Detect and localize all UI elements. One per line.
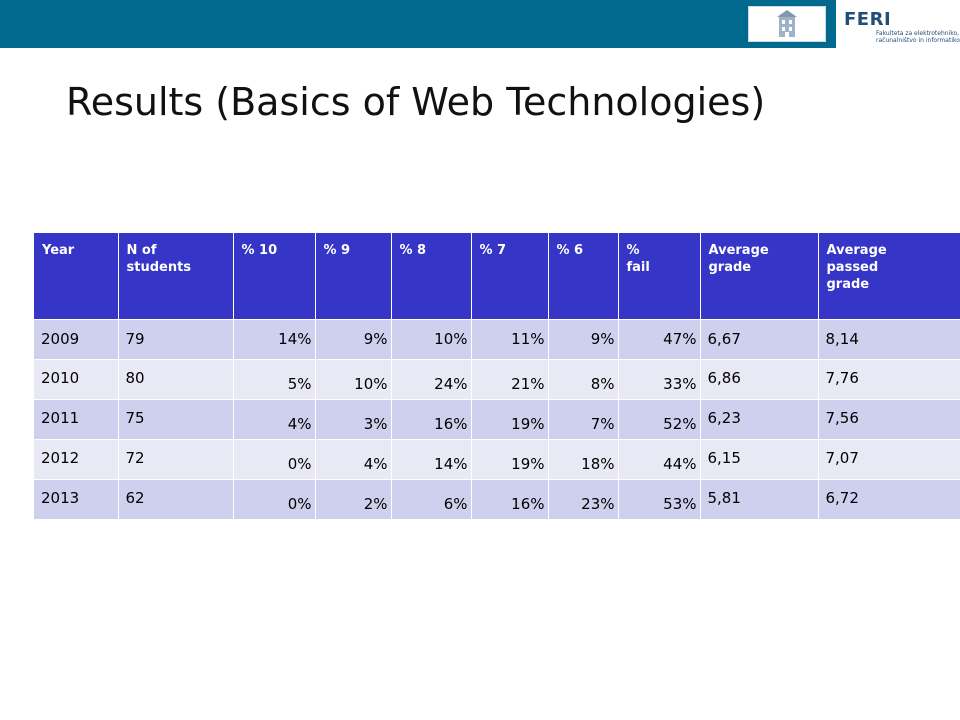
column-header-pct-10: % 10 (233, 233, 316, 319)
cell-pct-6: 23% (548, 478, 619, 519)
cell-pct-fail: 53% (618, 478, 701, 519)
cell-year: 2010 (34, 358, 119, 399)
table-row: 2009 79 14% 9% 10% 11% 9% 47% 6,67 8,14 (34, 318, 960, 359)
column-header-pct-7: % 7 (471, 233, 549, 319)
cell-pct-10: 0% (233, 478, 316, 519)
cell-average-grade: 6,67 (700, 318, 819, 359)
cell-average-passed-grade: 6,72 (818, 478, 960, 519)
cell-average-passed-grade: 7,56 (818, 398, 960, 439)
cell-pct-8: 10% (391, 318, 472, 359)
results-table: Year N of students % 10 % 9 % 8 % 7 % 6 … (34, 233, 960, 519)
cell-average-grade: 6,86 (700, 358, 819, 399)
cell-pct-9: 3% (315, 398, 392, 439)
feri-logo-subtitle: Fakulteta za elektrotehniko, računalništ… (876, 30, 960, 44)
column-header-pct-9: % 9 (315, 233, 392, 319)
cell-pct-8: 6% (391, 478, 472, 519)
cell-average-grade: 6,15 (700, 438, 819, 479)
cell-n-students: 80 (118, 358, 234, 399)
cell-pct-8: 16% (391, 398, 472, 439)
column-header-pct-6: % 6 (548, 233, 619, 319)
cell-pct-7: 19% (471, 438, 549, 479)
cell-pct-9: 2% (315, 478, 392, 519)
cell-n-students: 72 (118, 438, 234, 479)
cell-pct-fail: 52% (618, 398, 701, 439)
cell-pct-10: 0% (233, 438, 316, 479)
cell-year: 2012 (34, 438, 119, 479)
cell-n-students: 62 (118, 478, 234, 519)
building-logo-icon (748, 6, 826, 42)
cell-pct-7: 16% (471, 478, 549, 519)
column-header-year: Year (34, 233, 119, 319)
cell-pct-10: 4% (233, 398, 316, 439)
cell-pct-7: 11% (471, 318, 549, 359)
cell-n-students: 75 (118, 398, 234, 439)
cell-pct-6: 18% (548, 438, 619, 479)
cell-average-grade: 5,81 (700, 478, 819, 519)
cell-n-students: 79 (118, 318, 234, 359)
table-header-row: Year N of students % 10 % 9 % 8 % 7 % 6 … (34, 233, 960, 319)
column-header-pct-fail: % fail (618, 233, 701, 319)
cell-average-grade: 6,23 (700, 398, 819, 439)
cell-year: 2011 (34, 398, 119, 439)
cell-year: 2013 (34, 478, 119, 519)
cell-pct-7: 21% (471, 358, 549, 399)
feri-logo: FERI Fakulteta za elektrotehniko, računa… (836, 0, 960, 48)
cell-year: 2009 (34, 318, 119, 359)
cell-pct-6: 9% (548, 318, 619, 359)
feri-logo-text: FERI (844, 9, 892, 30)
column-header-average-grade: Average grade (700, 233, 819, 319)
cell-pct-fail: 47% (618, 318, 701, 359)
cell-pct-6: 7% (548, 398, 619, 439)
table-row: 2011 75 4% 3% 16% 19% 7% 52% 6,23 7,56 (34, 398, 960, 439)
column-header-average-passed-grade: Average passed grade (818, 233, 960, 319)
table-row: 2010 80 5% 10% 24% 21% 8% 33% 6,86 7,76 (34, 358, 960, 399)
column-header-n-students: N of students (118, 233, 234, 319)
table-row: 2012 72 0% 4% 14% 19% 18% 44% 6,15 7,07 (34, 438, 960, 479)
building-icon (777, 10, 797, 37)
cell-pct-8: 24% (391, 358, 472, 399)
cell-average-passed-grade: 8,14 (818, 318, 960, 359)
cell-pct-7: 19% (471, 398, 549, 439)
column-header-pct-8: % 8 (391, 233, 472, 319)
cell-pct-9: 4% (315, 438, 392, 479)
cell-pct-8: 14% (391, 438, 472, 479)
cell-pct-10: 14% (233, 318, 316, 359)
page-title: Results (Basics of Web Technologies) (66, 80, 766, 124)
cell-average-passed-grade: 7,76 (818, 358, 960, 399)
cell-pct-6: 8% (548, 358, 619, 399)
cell-pct-9: 9% (315, 318, 392, 359)
table-row: 2013 62 0% 2% 6% 16% 23% 53% 5,81 6,72 (34, 478, 960, 519)
cell-pct-fail: 44% (618, 438, 701, 479)
cell-pct-10: 5% (233, 358, 316, 399)
cell-average-passed-grade: 7,07 (818, 438, 960, 479)
cell-pct-9: 10% (315, 358, 392, 399)
cell-pct-fail: 33% (618, 358, 701, 399)
